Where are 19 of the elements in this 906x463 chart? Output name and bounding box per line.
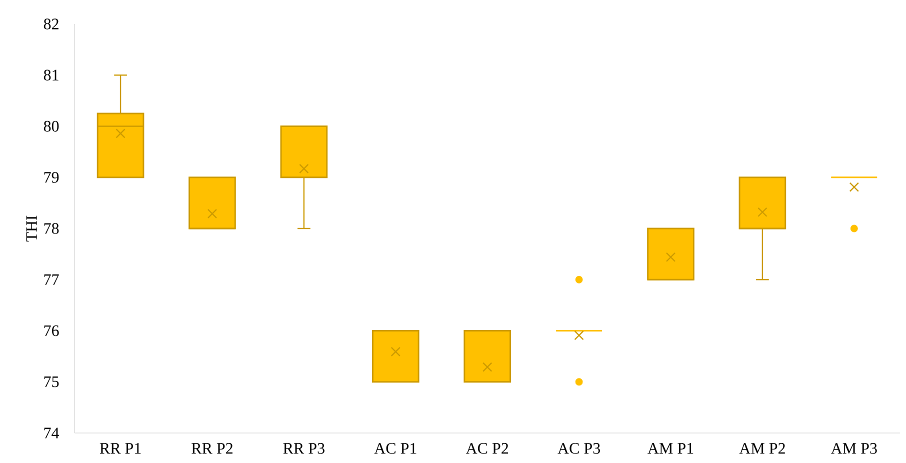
x-tick-label: RR P1 <box>100 443 141 454</box>
y-axis-title: THI <box>26 216 37 242</box>
x-tick-label: AM P2 <box>739 443 785 454</box>
y-tick-label: 78 <box>44 223 59 234</box>
x-tick-label: AC P2 <box>466 443 508 454</box>
y-tick-label: 77 <box>44 274 59 285</box>
x-tick-label: AM P1 <box>648 443 694 454</box>
y-tick-label: 76 <box>44 325 59 336</box>
x-tick-label: RR P3 <box>283 443 324 454</box>
y-tick-label: 74 <box>44 428 60 438</box>
y-tick-label: 81 <box>44 70 58 81</box>
y-tick-label: 79 <box>44 172 59 183</box>
x-tick-label: RR P2 <box>192 443 232 454</box>
y-tick-label: 82 <box>44 18 58 30</box>
y-tick-label: 80 <box>44 120 59 132</box>
x-tick-label: AC P3 <box>558 443 600 454</box>
x-tick-label: AM P3 <box>830 443 877 454</box>
x-tick-label: AC P1 <box>374 443 416 454</box>
y-tick-label: 75 <box>44 376 59 388</box>
